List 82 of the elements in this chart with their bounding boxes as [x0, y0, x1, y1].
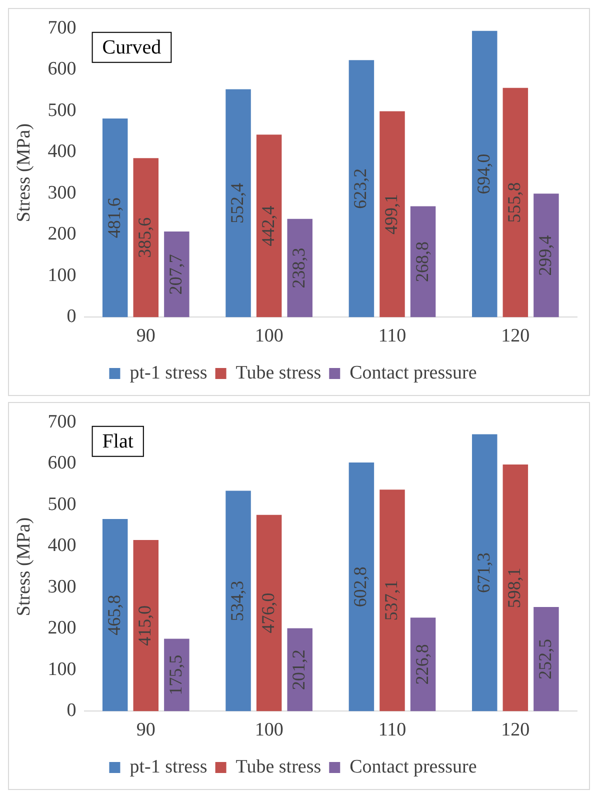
data-label: 499,1 [380, 194, 401, 234]
bar [133, 540, 159, 712]
data-label: 385,6 [134, 217, 155, 258]
data-label: 226,8 [412, 644, 432, 685]
bar [164, 638, 190, 712]
y-tick-label: 700 [48, 17, 76, 38]
legend-label: Contact pressure [350, 362, 477, 384]
bar [256, 134, 282, 318]
bar [287, 628, 312, 712]
data-label: 201,2 [288, 649, 309, 690]
bar [226, 89, 251, 318]
data-label: 415,0 [134, 605, 155, 646]
bar [226, 490, 251, 712]
bar [164, 232, 190, 318]
y-tick-label: 0 [66, 306, 76, 328]
data-label: 552,4 [227, 183, 248, 224]
y-axis-title: Stress (MPa) [13, 123, 34, 222]
y-tick-label: 0 [66, 700, 76, 722]
data-label: 476,0 [258, 592, 278, 634]
bar [410, 206, 436, 318]
bar [534, 607, 559, 712]
data-label: 598,1 [504, 568, 524, 608]
data-label: 623,2 [350, 168, 370, 209]
data-label: 442,4 [258, 206, 278, 246]
bar [472, 434, 498, 712]
y-tick-label: 600 [48, 58, 76, 80]
legend-label: Tube stress [236, 362, 322, 384]
chart-title: Flat [102, 430, 134, 453]
y-tick-label: 500 [48, 100, 76, 121]
data-label: 238,3 [288, 248, 309, 288]
data-label: 299,4 [534, 235, 555, 276]
data-label: 207,7 [165, 254, 186, 295]
y-tick-label: 100 [48, 658, 76, 680]
y-tick-label: 100 [48, 264, 76, 286]
bar [348, 462, 374, 712]
data-label: 465,8 [104, 594, 124, 636]
data-label: 671,3 [473, 552, 494, 593]
data-label: 694,0 [473, 154, 494, 194]
y-tick-label: 600 [48, 452, 76, 474]
y-tick-label: 200 [48, 224, 76, 245]
bar [502, 88, 528, 318]
x-tick-label: 100 [254, 326, 284, 347]
data-label: 534,3 [227, 580, 248, 622]
legend-label: Contact pressure [350, 756, 477, 778]
legend-label: Tube stress [236, 756, 322, 778]
y-tick-label: 700 [48, 411, 76, 432]
bar [102, 519, 128, 712]
legend-label: pt-1 stress [130, 756, 208, 778]
y-tick-label: 300 [48, 182, 76, 204]
x-tick-label: 120 [501, 720, 530, 741]
y-tick-label: 400 [48, 535, 76, 556]
data-label: 537,1 [380, 580, 401, 621]
y-tick-label: 200 [48, 618, 76, 639]
y-tick-label: 500 [48, 494, 76, 515]
y-tick-label: 300 [48, 576, 76, 598]
data-label: 481,6 [104, 198, 124, 238]
data-label: 602,8 [350, 566, 370, 608]
data-label: 175,5 [165, 654, 186, 696]
chart-title: Curved [102, 36, 162, 59]
bar [256, 514, 282, 712]
bar [348, 60, 374, 318]
bar [380, 490, 405, 712]
legend-label: pt-1 stress [130, 362, 208, 384]
bar [472, 30, 498, 318]
data-label: 252,5 [534, 638, 555, 680]
y-axis-title: Stress (MPa) [13, 517, 34, 616]
bar [133, 158, 159, 318]
x-tick-label: 110 [378, 720, 406, 741]
bar [287, 218, 312, 318]
bar [102, 118, 128, 318]
bar [380, 111, 405, 318]
x-tick-label: 90 [136, 720, 156, 741]
x-tick-label: 110 [378, 326, 406, 347]
bar [502, 464, 528, 712]
data-label: 268,8 [412, 242, 432, 282]
y-tick-label: 400 [48, 141, 76, 162]
x-tick-label: 100 [254, 720, 284, 741]
x-tick-label: 120 [501, 326, 530, 347]
data-label: 555,8 [504, 182, 524, 223]
bar [410, 618, 436, 712]
x-tick-label: 90 [136, 326, 156, 347]
bar [534, 194, 559, 318]
